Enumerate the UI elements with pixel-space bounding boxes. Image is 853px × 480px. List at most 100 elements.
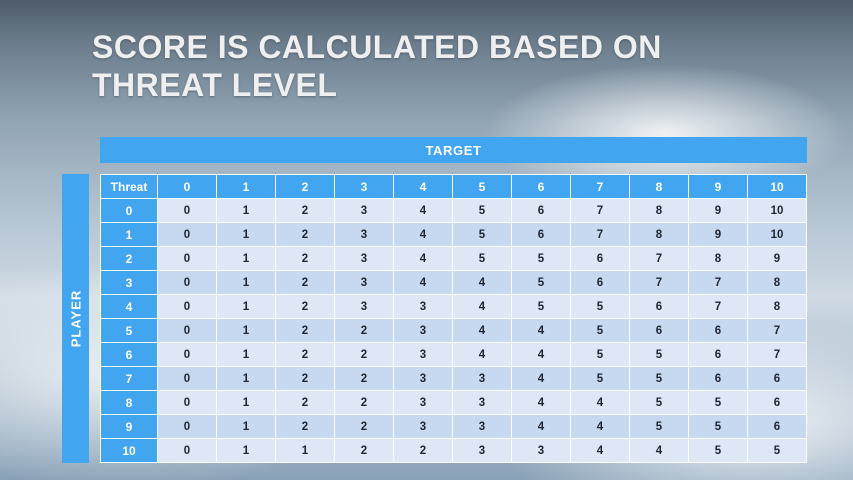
score-cell: 4 bbox=[511, 318, 571, 343]
score-cell: 3 bbox=[393, 294, 453, 319]
row-header: 9 bbox=[100, 414, 158, 439]
score-cell: 5 bbox=[511, 270, 571, 295]
score-cell: 1 bbox=[216, 198, 276, 223]
score-cell: 8 bbox=[747, 270, 807, 295]
score-cell: 7 bbox=[747, 318, 807, 343]
score-cell: 7 bbox=[688, 294, 748, 319]
score-cell: 6 bbox=[747, 390, 807, 415]
header-row: Threat 0 1 2 3 4 5 6 7 8 9 10 bbox=[100, 174, 807, 199]
score-cell: 5 bbox=[511, 294, 571, 319]
score-cell: 5 bbox=[570, 366, 630, 391]
score-cell: 5 bbox=[570, 318, 630, 343]
score-cell: 2 bbox=[275, 270, 335, 295]
score-cell: 3 bbox=[334, 246, 394, 271]
score-cell: 4 bbox=[393, 222, 453, 247]
score-cell: 10 bbox=[747, 222, 807, 247]
score-cell: 2 bbox=[275, 342, 335, 367]
score-cell: 2 bbox=[275, 414, 335, 439]
score-cell: 3 bbox=[511, 438, 571, 463]
score-cell: 2 bbox=[275, 366, 335, 391]
score-cell: 1 bbox=[216, 246, 276, 271]
score-cell: 6 bbox=[511, 222, 571, 247]
score-cell: 7 bbox=[629, 270, 689, 295]
row-header: 3 bbox=[100, 270, 158, 295]
column-header: 7 bbox=[570, 174, 630, 199]
score-cell: 2 bbox=[275, 246, 335, 271]
score-cell: 9 bbox=[688, 198, 748, 223]
table-row: 0 0 1 2 3 4 5 6 7 8 9 10 bbox=[100, 198, 807, 223]
score-cell: 2 bbox=[275, 390, 335, 415]
score-cell: 1 bbox=[216, 438, 276, 463]
score-cell: 10 bbox=[747, 198, 807, 223]
score-cell: 5 bbox=[570, 294, 630, 319]
score-cell: 6 bbox=[511, 198, 571, 223]
score-cell: 5 bbox=[452, 222, 512, 247]
score-cell: 4 bbox=[511, 390, 571, 415]
score-cell: 5 bbox=[452, 246, 512, 271]
table-row: 10 0 1 1 2 2 3 3 4 4 5 5 bbox=[100, 438, 807, 463]
score-cell: 4 bbox=[629, 438, 689, 463]
score-cell: 2 bbox=[334, 318, 394, 343]
score-cell: 2 bbox=[334, 414, 394, 439]
score-cell: 6 bbox=[570, 270, 630, 295]
score-cell: 4 bbox=[393, 198, 453, 223]
score-cell: 1 bbox=[216, 414, 276, 439]
row-header: 10 bbox=[100, 438, 158, 463]
score-table: Threat 0 1 2 3 4 5 6 7 8 9 10 0 0 1 2 3 4 5 6 7 8 9 10 1 0 1 2 3 4 5 6… bbox=[100, 174, 807, 463]
score-cell: 2 bbox=[334, 390, 394, 415]
score-cell: 1 bbox=[216, 318, 276, 343]
slide-title-line1: SCORE IS CALCULATED BASED ON bbox=[92, 29, 662, 65]
score-cell: 0 bbox=[157, 438, 217, 463]
score-cell: 4 bbox=[393, 246, 453, 271]
score-cell: 7 bbox=[747, 342, 807, 367]
score-cell: 4 bbox=[393, 270, 453, 295]
row-header: 6 bbox=[100, 342, 158, 367]
score-cell: 2 bbox=[275, 198, 335, 223]
score-cell: 2 bbox=[275, 318, 335, 343]
score-cell: 4 bbox=[452, 318, 512, 343]
table-row: 1 0 1 2 3 4 5 6 7 8 9 10 bbox=[100, 222, 807, 247]
row-header: 2 bbox=[100, 246, 158, 271]
row-header: 4 bbox=[100, 294, 158, 319]
score-cell: 0 bbox=[157, 294, 217, 319]
score-cell: 1 bbox=[216, 390, 276, 415]
score-cell: 4 bbox=[452, 270, 512, 295]
score-cell: 4 bbox=[511, 342, 571, 367]
score-cell: 6 bbox=[629, 294, 689, 319]
column-header: 3 bbox=[334, 174, 394, 199]
score-cell: 8 bbox=[688, 246, 748, 271]
score-cell: 4 bbox=[452, 342, 512, 367]
score-cell: 0 bbox=[157, 246, 217, 271]
row-header: 8 bbox=[100, 390, 158, 415]
score-cell: 5 bbox=[688, 390, 748, 415]
score-cell: 1 bbox=[216, 366, 276, 391]
score-cell: 4 bbox=[570, 414, 630, 439]
score-cell: 5 bbox=[688, 414, 748, 439]
score-cell: 3 bbox=[393, 366, 453, 391]
score-cell: 2 bbox=[275, 222, 335, 247]
score-cell: 7 bbox=[570, 222, 630, 247]
score-cell: 3 bbox=[393, 390, 453, 415]
score-table-body: 0 0 1 2 3 4 5 6 7 8 9 10 1 0 1 2 3 4 5 6 7 8 9 10 2 0 1 2 3 4 5 5 6 7 8 9 3 0… bbox=[100, 198, 807, 463]
score-cell: 5 bbox=[629, 414, 689, 439]
score-cell: 6 bbox=[747, 414, 807, 439]
row-header: 7 bbox=[100, 366, 158, 391]
score-cell: 8 bbox=[747, 294, 807, 319]
score-cell: 4 bbox=[511, 414, 571, 439]
score-cell: 0 bbox=[157, 390, 217, 415]
column-header: 9 bbox=[688, 174, 748, 199]
column-header: 2 bbox=[275, 174, 335, 199]
score-cell: 3 bbox=[334, 198, 394, 223]
player-axis-label: PLAYER bbox=[68, 289, 84, 348]
slide-title-line2: THREAT LEVEL bbox=[92, 67, 338, 104]
score-cell: 0 bbox=[157, 342, 217, 367]
score-cell: 5 bbox=[629, 342, 689, 367]
row-header: 5 bbox=[100, 318, 158, 343]
score-cell: 2 bbox=[334, 438, 394, 463]
score-cell: 2 bbox=[393, 438, 453, 463]
